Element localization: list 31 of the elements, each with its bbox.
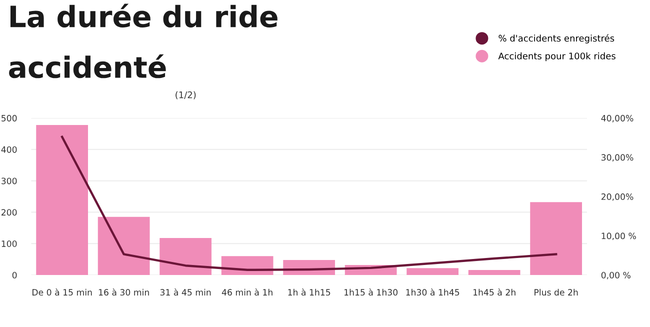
- y2-tick-label: 10,00 %: [602, 232, 636, 240]
- y-tick-label: 400: [1, 146, 17, 153]
- x-tick-label: 1h à 1h15: [288, 288, 330, 296]
- line-series: [60, 136, 558, 272]
- x-tick-label: 1h30 à 1h45: [406, 288, 460, 296]
- x-tick-label: 46 min à 1h: [222, 288, 272, 296]
- bar: [530, 202, 582, 276]
- x-tick-label: 31 à 45 min: [160, 288, 211, 296]
- y-tick-label: 300: [2, 178, 17, 184]
- y2-tick-label: 0,00 %: [601, 272, 630, 280]
- legend-label: Accidents pour 100k rides: [498, 52, 616, 62]
- y2-tick-label: 40,00%: [601, 114, 634, 122]
- x-tick-label: 1h15 à 1h30: [344, 288, 398, 296]
- legend-label: % d'accidents enregistrés: [498, 34, 614, 44]
- y-tick-label: 0: [12, 272, 17, 278]
- x-tick-label: Plus de 2h: [534, 288, 578, 296]
- chart-subtitle: (1/2): [176, 91, 196, 100]
- x-tick-label: 1h45 à 2h: [473, 288, 516, 296]
- bar: [36, 124, 88, 276]
- bar: [98, 216, 150, 276]
- bar: [160, 238, 212, 276]
- bar: [468, 270, 520, 276]
- x-tick-label: De 0 à 15 min: [32, 288, 92, 296]
- y-tick-label: 100: [2, 240, 17, 248]
- y-tick-label: 500: [2, 114, 17, 122]
- x-tick-label: 16 à 30 min: [98, 288, 149, 296]
- y2-tick-label: 20,00%: [601, 193, 634, 201]
- bar: [406, 268, 459, 276]
- chart-title: La durée du ride accidenté: [9, 4, 278, 78]
- y-tick-label: 200: [2, 209, 17, 216]
- y2-tick-label: 30,00%: [601, 154, 634, 162]
